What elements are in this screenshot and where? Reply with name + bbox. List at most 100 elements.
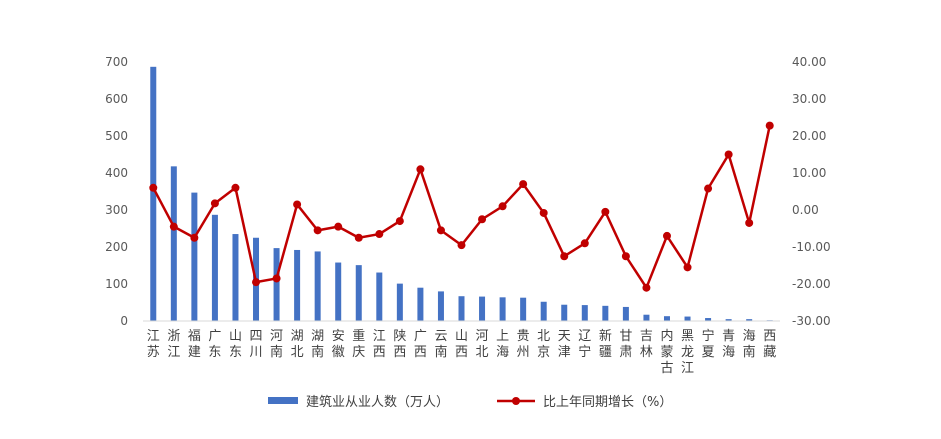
right-tick-label: 30.00 bbox=[792, 92, 826, 106]
left-tick-label: 400 bbox=[105, 166, 128, 180]
left-tick-label: 200 bbox=[105, 240, 128, 254]
category-label: 海南 bbox=[743, 329, 756, 360]
left-tick-label: 700 bbox=[105, 55, 128, 69]
bar bbox=[622, 306, 629, 321]
bar bbox=[684, 316, 691, 321]
left-tick-label: 500 bbox=[105, 129, 128, 143]
category-label: 吉林 bbox=[640, 329, 653, 360]
category-label: 宁夏 bbox=[702, 328, 715, 360]
right-tick-label: 40.00 bbox=[792, 55, 826, 69]
bar bbox=[663, 316, 670, 321]
category-label: 福建 bbox=[188, 329, 201, 360]
bar bbox=[499, 297, 506, 321]
bar bbox=[581, 305, 588, 321]
growth-point bbox=[601, 207, 610, 216]
left-y-axis: 0 100 200 300 400 500 600 700 bbox=[105, 55, 128, 328]
category-label: 山西 bbox=[455, 329, 468, 360]
growth-line bbox=[152, 125, 771, 289]
category-label: 河北 bbox=[476, 329, 489, 360]
category-label: 贵州 bbox=[517, 329, 530, 360]
growth-point bbox=[683, 263, 692, 272]
growth-point bbox=[354, 233, 363, 242]
growth-point bbox=[395, 217, 404, 226]
bar bbox=[191, 192, 198, 321]
legend: 建筑业从业人数（万人） 比上年同期增长（%） bbox=[268, 394, 672, 410]
category-label: 河南 bbox=[270, 329, 283, 360]
bar bbox=[150, 66, 157, 321]
bar bbox=[479, 296, 486, 321]
right-tick-label: 0.00 bbox=[792, 203, 819, 217]
bar bbox=[540, 301, 547, 321]
bar bbox=[520, 297, 527, 321]
bar bbox=[335, 262, 342, 321]
legend-bar-label: 建筑业从业人数（万人） bbox=[306, 394, 449, 410]
growth-point bbox=[416, 165, 425, 174]
category-label: 甘肃 bbox=[619, 329, 632, 360]
growth-point bbox=[293, 200, 302, 209]
category-label: 四川 bbox=[250, 329, 263, 360]
growth-point bbox=[539, 208, 548, 217]
growth-point bbox=[149, 183, 158, 192]
bar bbox=[273, 248, 280, 321]
legend-bar-swatch bbox=[268, 397, 298, 404]
bar bbox=[437, 291, 444, 321]
right-y-axis: -30.00 -20.00 -10.00 0.00 10.00 20.00 30.00 40.… bbox=[792, 55, 831, 328]
left-tick-label: 300 bbox=[105, 203, 128, 217]
bar bbox=[417, 287, 424, 321]
growth-point bbox=[498, 202, 507, 211]
growth-point bbox=[190, 233, 199, 242]
category-label: 广东 bbox=[208, 329, 221, 360]
bar bbox=[746, 319, 753, 321]
right-tick-label: -10.00 bbox=[792, 240, 831, 254]
right-tick-label: -30.00 bbox=[792, 314, 831, 328]
right-tick-label: 20.00 bbox=[792, 129, 826, 143]
growth-point bbox=[252, 278, 261, 287]
bar bbox=[725, 319, 732, 321]
growth-point bbox=[621, 252, 630, 261]
category-label: 北京 bbox=[537, 329, 550, 360]
category-label: 浙江 bbox=[167, 329, 180, 360]
category-label: 湖南 bbox=[311, 329, 324, 360]
line-series bbox=[149, 121, 774, 292]
category-label: 新疆 bbox=[599, 328, 612, 360]
bar bbox=[294, 249, 301, 321]
category-label: 内蒙古 bbox=[660, 328, 673, 376]
growth-point bbox=[580, 239, 589, 248]
category-label: 江西 bbox=[373, 329, 386, 360]
category-label: 天津 bbox=[558, 329, 571, 360]
growth-point bbox=[169, 222, 178, 231]
growth-point bbox=[231, 183, 240, 192]
category-label: 青海 bbox=[722, 329, 735, 360]
bar bbox=[602, 305, 609, 321]
category-label: 辽宁 bbox=[578, 329, 591, 360]
left-tick-label: 0 bbox=[120, 314, 128, 328]
bar bbox=[643, 314, 650, 321]
bar bbox=[211, 214, 218, 321]
category-label: 云南 bbox=[434, 329, 447, 360]
growth-point bbox=[745, 218, 754, 227]
growth-point bbox=[436, 226, 445, 235]
bar bbox=[376, 272, 383, 321]
legend-line-marker bbox=[512, 397, 520, 405]
category-label: 西藏 bbox=[763, 329, 776, 360]
category-label: 陕西 bbox=[393, 329, 406, 360]
category-label: 黑龙江 bbox=[681, 329, 694, 376]
growth-point bbox=[375, 230, 384, 239]
growth-point bbox=[272, 274, 281, 283]
bar bbox=[355, 265, 362, 321]
growth-point bbox=[457, 241, 466, 250]
growth-point bbox=[334, 222, 343, 231]
growth-point bbox=[662, 231, 671, 240]
growth-point bbox=[765, 121, 774, 130]
category-label: 广西 bbox=[414, 329, 427, 360]
category-label: 山东 bbox=[229, 329, 242, 360]
category-label: 安徽 bbox=[332, 329, 345, 360]
left-tick-label: 600 bbox=[105, 92, 128, 106]
category-labels: 江苏浙江福建广东山东四川河南湖北湖南安徽重庆江西陕西广西云南山西河北上海贵州北京… bbox=[147, 328, 776, 376]
right-tick-label: -20.00 bbox=[792, 277, 831, 291]
category-label: 湖北 bbox=[291, 329, 304, 360]
bar bbox=[396, 283, 403, 321]
growth-point bbox=[724, 150, 733, 159]
right-tick-label: 10.00 bbox=[792, 166, 826, 180]
growth-point bbox=[519, 180, 528, 189]
